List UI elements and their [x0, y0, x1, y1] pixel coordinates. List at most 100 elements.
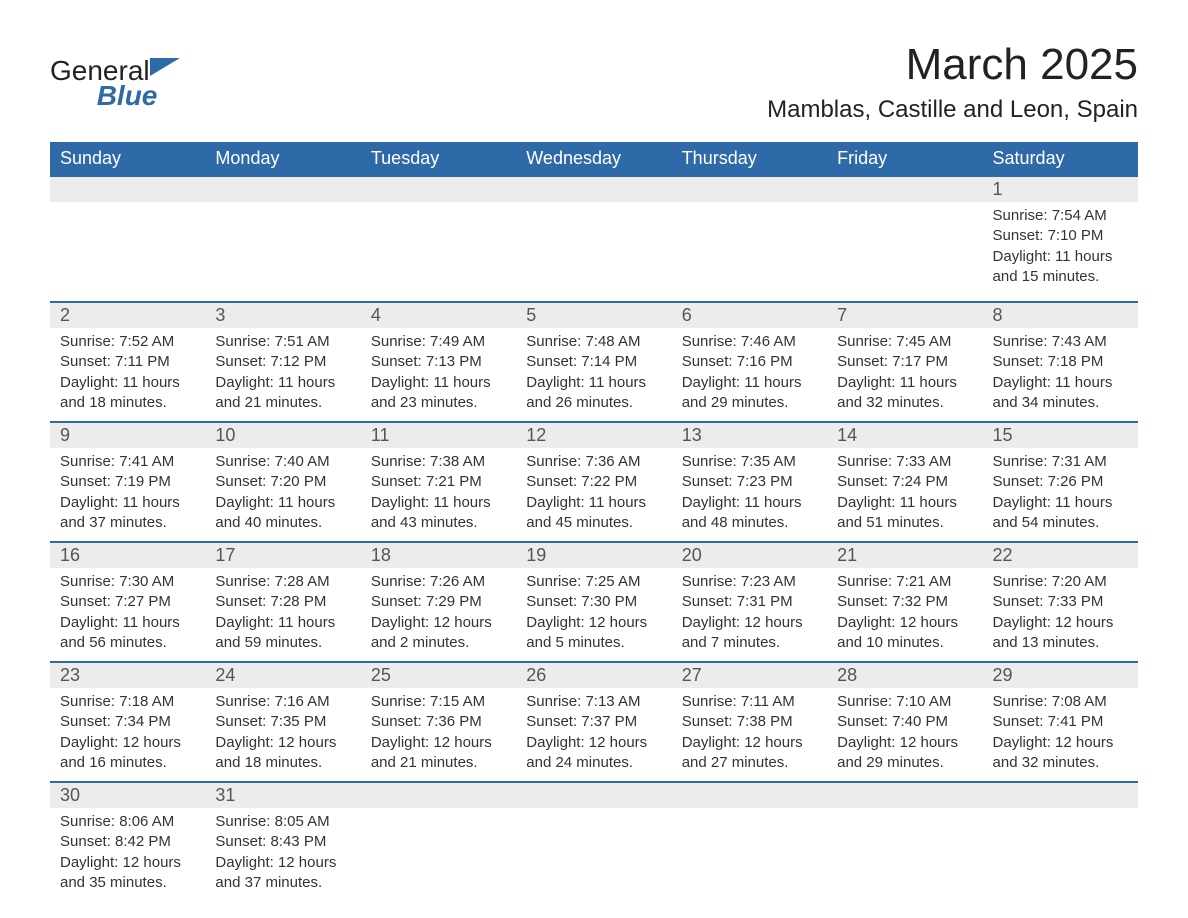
- weekday-header-row: Sunday Monday Tuesday Wednesday Thursday…: [50, 142, 1138, 176]
- day-number-cell: [827, 782, 982, 808]
- day-number-cell: [983, 782, 1138, 808]
- weekday-header: Friday: [827, 142, 982, 176]
- day-number-cell: 10: [205, 422, 360, 448]
- day-detail-cell: Sunrise: 7:21 AMSunset: 7:32 PMDaylight:…: [827, 568, 982, 662]
- day-detail-cell: Sunrise: 7:54 AMSunset: 7:10 PMDaylight:…: [983, 202, 1138, 302]
- day-detail-cell: [672, 202, 827, 302]
- day-number-cell: 9: [50, 422, 205, 448]
- day-number-cell: 30: [50, 782, 205, 808]
- day-detail-cell: [672, 808, 827, 901]
- day-number-cell: 2: [50, 302, 205, 328]
- month-title: March 2025: [767, 40, 1138, 90]
- day-number-cell: [672, 782, 827, 808]
- day-number-cell: 27: [672, 662, 827, 688]
- day-number-cell: 12: [516, 422, 671, 448]
- day-detail-cell: Sunrise: 7:45 AMSunset: 7:17 PMDaylight:…: [827, 328, 982, 422]
- day-detail-row: Sunrise: 8:06 AMSunset: 8:42 PMDaylight:…: [50, 808, 1138, 901]
- day-number-row: 23242526272829: [50, 662, 1138, 688]
- day-detail-row: Sunrise: 7:41 AMSunset: 7:19 PMDaylight:…: [50, 448, 1138, 542]
- day-number-cell: 17: [205, 542, 360, 568]
- day-number-cell: 15: [983, 422, 1138, 448]
- day-number-cell: [827, 176, 982, 202]
- day-detail-cell: [361, 808, 516, 901]
- day-detail-cell: Sunrise: 7:41 AMSunset: 7:19 PMDaylight:…: [50, 448, 205, 542]
- day-detail-cell: [516, 808, 671, 901]
- day-number-row: 2345678: [50, 302, 1138, 328]
- day-detail-cell: Sunrise: 7:40 AMSunset: 7:20 PMDaylight:…: [205, 448, 360, 542]
- weekday-header: Monday: [205, 142, 360, 176]
- weekday-header: Wednesday: [516, 142, 671, 176]
- day-number-cell: [361, 782, 516, 808]
- day-number-cell: [516, 782, 671, 808]
- day-detail-row: Sunrise: 7:18 AMSunset: 7:34 PMDaylight:…: [50, 688, 1138, 782]
- day-number-cell: 16: [50, 542, 205, 568]
- day-detail-cell: [827, 202, 982, 302]
- day-detail-cell: [50, 202, 205, 302]
- brand-logo: General Blue: [50, 58, 180, 108]
- day-number-cell: 31: [205, 782, 360, 808]
- day-detail-row: Sunrise: 7:54 AMSunset: 7:10 PMDaylight:…: [50, 202, 1138, 302]
- day-detail-cell: Sunrise: 7:48 AMSunset: 7:14 PMDaylight:…: [516, 328, 671, 422]
- day-detail-cell: Sunrise: 7:36 AMSunset: 7:22 PMDaylight:…: [516, 448, 671, 542]
- day-number-cell: 4: [361, 302, 516, 328]
- day-detail-cell: Sunrise: 7:49 AMSunset: 7:13 PMDaylight:…: [361, 328, 516, 422]
- day-detail-cell: Sunrise: 7:28 AMSunset: 7:28 PMDaylight:…: [205, 568, 360, 662]
- day-number-cell: [205, 176, 360, 202]
- day-number-cell: 8: [983, 302, 1138, 328]
- day-number-cell: 1: [983, 176, 1138, 202]
- weekday-header: Thursday: [672, 142, 827, 176]
- day-number-cell: 24: [205, 662, 360, 688]
- day-number-row: 9101112131415: [50, 422, 1138, 448]
- day-detail-cell: Sunrise: 7:43 AMSunset: 7:18 PMDaylight:…: [983, 328, 1138, 422]
- day-detail-cell: Sunrise: 7:26 AMSunset: 7:29 PMDaylight:…: [361, 568, 516, 662]
- day-detail-cell: [516, 202, 671, 302]
- day-detail-cell: Sunrise: 7:18 AMSunset: 7:34 PMDaylight:…: [50, 688, 205, 782]
- day-number-cell: 26: [516, 662, 671, 688]
- day-number-cell: 21: [827, 542, 982, 568]
- day-number-cell: 19: [516, 542, 671, 568]
- day-number-cell: 25: [361, 662, 516, 688]
- day-detail-cell: Sunrise: 7:13 AMSunset: 7:37 PMDaylight:…: [516, 688, 671, 782]
- day-number-cell: 20: [672, 542, 827, 568]
- calendar-table: Sunday Monday Tuesday Wednesday Thursday…: [50, 142, 1138, 901]
- day-detail-cell: Sunrise: 7:11 AMSunset: 7:38 PMDaylight:…: [672, 688, 827, 782]
- day-number-row: 1: [50, 176, 1138, 202]
- day-detail-cell: Sunrise: 7:25 AMSunset: 7:30 PMDaylight:…: [516, 568, 671, 662]
- day-number-cell: 13: [672, 422, 827, 448]
- day-detail-cell: Sunrise: 7:20 AMSunset: 7:33 PMDaylight:…: [983, 568, 1138, 662]
- day-number-cell: 14: [827, 422, 982, 448]
- day-detail-cell: Sunrise: 7:35 AMSunset: 7:23 PMDaylight:…: [672, 448, 827, 542]
- day-number-cell: 18: [361, 542, 516, 568]
- day-detail-cell: Sunrise: 7:38 AMSunset: 7:21 PMDaylight:…: [361, 448, 516, 542]
- weekday-header: Saturday: [983, 142, 1138, 176]
- day-detail-cell: [205, 202, 360, 302]
- weekday-header: Tuesday: [361, 142, 516, 176]
- day-detail-cell: Sunrise: 8:05 AMSunset: 8:43 PMDaylight:…: [205, 808, 360, 901]
- day-detail-cell: Sunrise: 7:52 AMSunset: 7:11 PMDaylight:…: [50, 328, 205, 422]
- day-detail-cell: [361, 202, 516, 302]
- day-number-row: 16171819202122: [50, 542, 1138, 568]
- day-number-cell: 6: [672, 302, 827, 328]
- day-detail-cell: [983, 808, 1138, 901]
- header: General Blue March 2025 Mamblas, Castill…: [50, 40, 1138, 124]
- day-detail-cell: Sunrise: 7:10 AMSunset: 7:40 PMDaylight:…: [827, 688, 982, 782]
- day-detail-cell: Sunrise: 7:46 AMSunset: 7:16 PMDaylight:…: [672, 328, 827, 422]
- day-number-cell: 22: [983, 542, 1138, 568]
- location-subtitle: Mamblas, Castille and Leon, Spain: [767, 96, 1138, 124]
- day-number-cell: 3: [205, 302, 360, 328]
- weekday-header: Sunday: [50, 142, 205, 176]
- day-number-cell: 28: [827, 662, 982, 688]
- day-detail-cell: Sunrise: 7:31 AMSunset: 7:26 PMDaylight:…: [983, 448, 1138, 542]
- day-number-cell: 23: [50, 662, 205, 688]
- title-block: March 2025 Mamblas, Castille and Leon, S…: [767, 40, 1138, 124]
- day-detail-cell: Sunrise: 7:16 AMSunset: 7:35 PMDaylight:…: [205, 688, 360, 782]
- day-detail-cell: Sunrise: 7:08 AMSunset: 7:41 PMDaylight:…: [983, 688, 1138, 782]
- day-detail-cell: Sunrise: 7:51 AMSunset: 7:12 PMDaylight:…: [205, 328, 360, 422]
- day-detail-row: Sunrise: 7:30 AMSunset: 7:27 PMDaylight:…: [50, 568, 1138, 662]
- day-detail-cell: Sunrise: 7:33 AMSunset: 7:24 PMDaylight:…: [827, 448, 982, 542]
- day-detail-row: Sunrise: 7:52 AMSunset: 7:11 PMDaylight:…: [50, 328, 1138, 422]
- brand-name-2: Blue: [97, 80, 158, 111]
- day-number-cell: 29: [983, 662, 1138, 688]
- day-detail-cell: Sunrise: 7:30 AMSunset: 7:27 PMDaylight:…: [50, 568, 205, 662]
- day-number-cell: [516, 176, 671, 202]
